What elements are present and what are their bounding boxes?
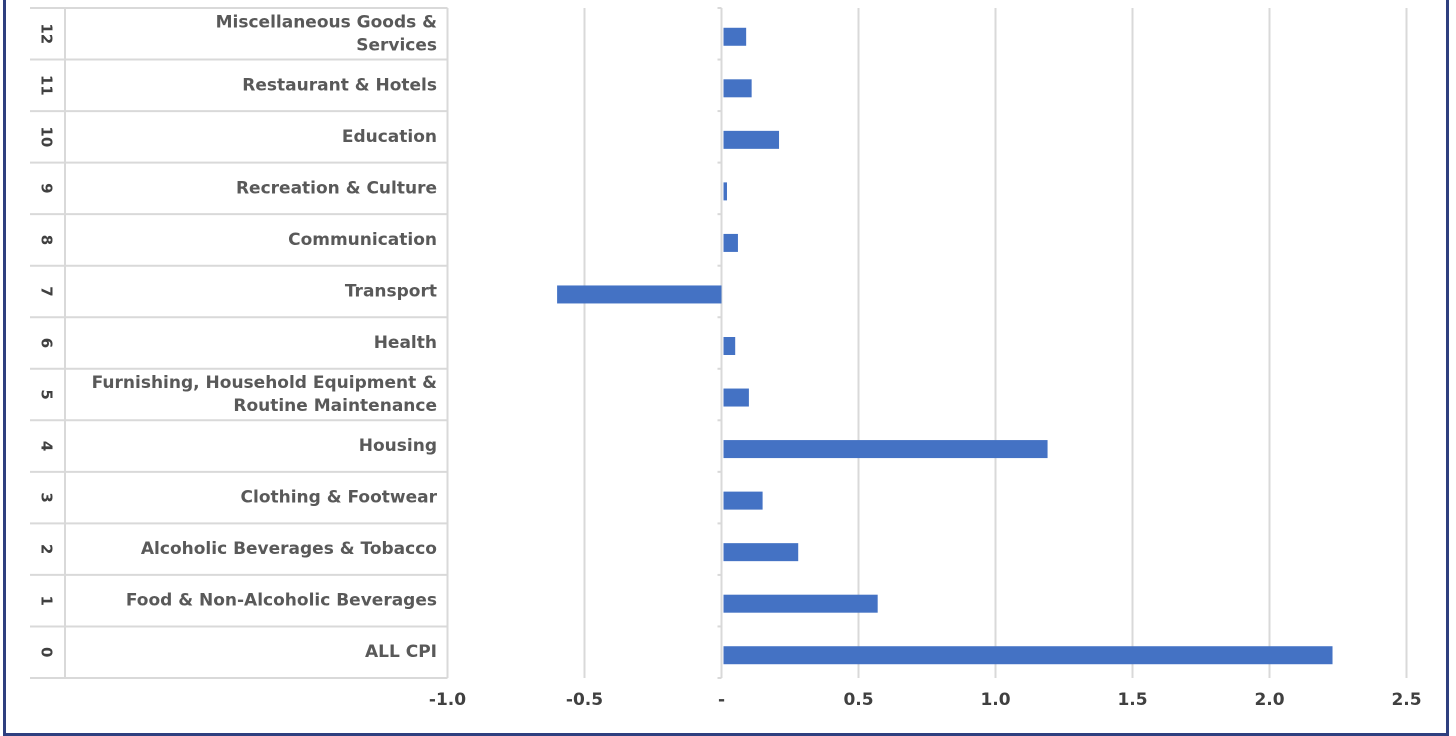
category-label: Housing [359, 436, 437, 456]
bar [557, 285, 722, 304]
bar [723, 491, 763, 510]
x-tick-label: 1.0 [980, 690, 1010, 710]
x-tick-label: 2.0 [1254, 690, 1284, 710]
category-label: ALL CPI [365, 642, 437, 662]
category-label: Routine Maintenance [233, 396, 437, 416]
x-axis-ticks: -1.0 -0.5-0.5 1.0 1.5 2.0 2.5 [429, 690, 1422, 710]
category-table: 0 ALL CPI 1 Food & Non-Alcoholic Beverages 2… [30, 7, 449, 679]
category-label: Recreation & Culture [236, 178, 437, 198]
category-label: Education [342, 127, 437, 147]
category-number: 9 [38, 183, 56, 193]
category-label: Furnishing, Household Equipment & [92, 373, 438, 393]
category-number: 1 [38, 595, 56, 605]
x-tick-label: 1.5 [1117, 690, 1147, 710]
category-number: 3 [38, 492, 56, 502]
x-tick-label: 2.5 [1391, 690, 1421, 710]
grid-layer [446, 7, 1408, 679]
category-number: 0 [38, 647, 56, 657]
bar [723, 388, 749, 407]
category-number: 5 [38, 389, 56, 399]
category-label: Communication [288, 230, 437, 250]
category-number: 8 [38, 235, 56, 245]
category-label: Restaurant & Hotels [242, 75, 437, 95]
category-number: 11 [38, 75, 56, 96]
bar [723, 646, 1333, 665]
category-number: 4 [38, 441, 56, 451]
bar [723, 27, 747, 46]
category-label: Alcoholic Beverages & Tobacco [141, 539, 437, 559]
category-label: Transport [345, 281, 437, 301]
bar [723, 79, 752, 98]
category-number: 2 [38, 544, 56, 554]
bar [723, 543, 799, 562]
category-number: 6 [38, 338, 56, 348]
category-label: Miscellaneous Goods & [216, 12, 438, 32]
bar [723, 182, 727, 201]
bar-layer [557, 27, 1333, 665]
category-number: 10 [38, 126, 56, 147]
x-tick-label: -1.0 [429, 690, 466, 710]
x-tick-label: 0.5 [843, 690, 873, 710]
bar [723, 233, 738, 252]
category-label: Services [356, 35, 437, 55]
x-tick-label: -0.5 [566, 690, 603, 710]
category-label: Food & Non-Alcoholic Beverages [126, 591, 437, 611]
bar [723, 130, 780, 149]
category-number: 7 [38, 286, 56, 296]
bar [723, 440, 1048, 459]
category-label: Clothing & Footwear [241, 488, 438, 508]
bar [723, 337, 736, 355]
x-tick-label: - [718, 690, 725, 710]
bar [723, 594, 878, 613]
category-number: 12 [38, 23, 56, 44]
category-label: Health [374, 333, 437, 353]
